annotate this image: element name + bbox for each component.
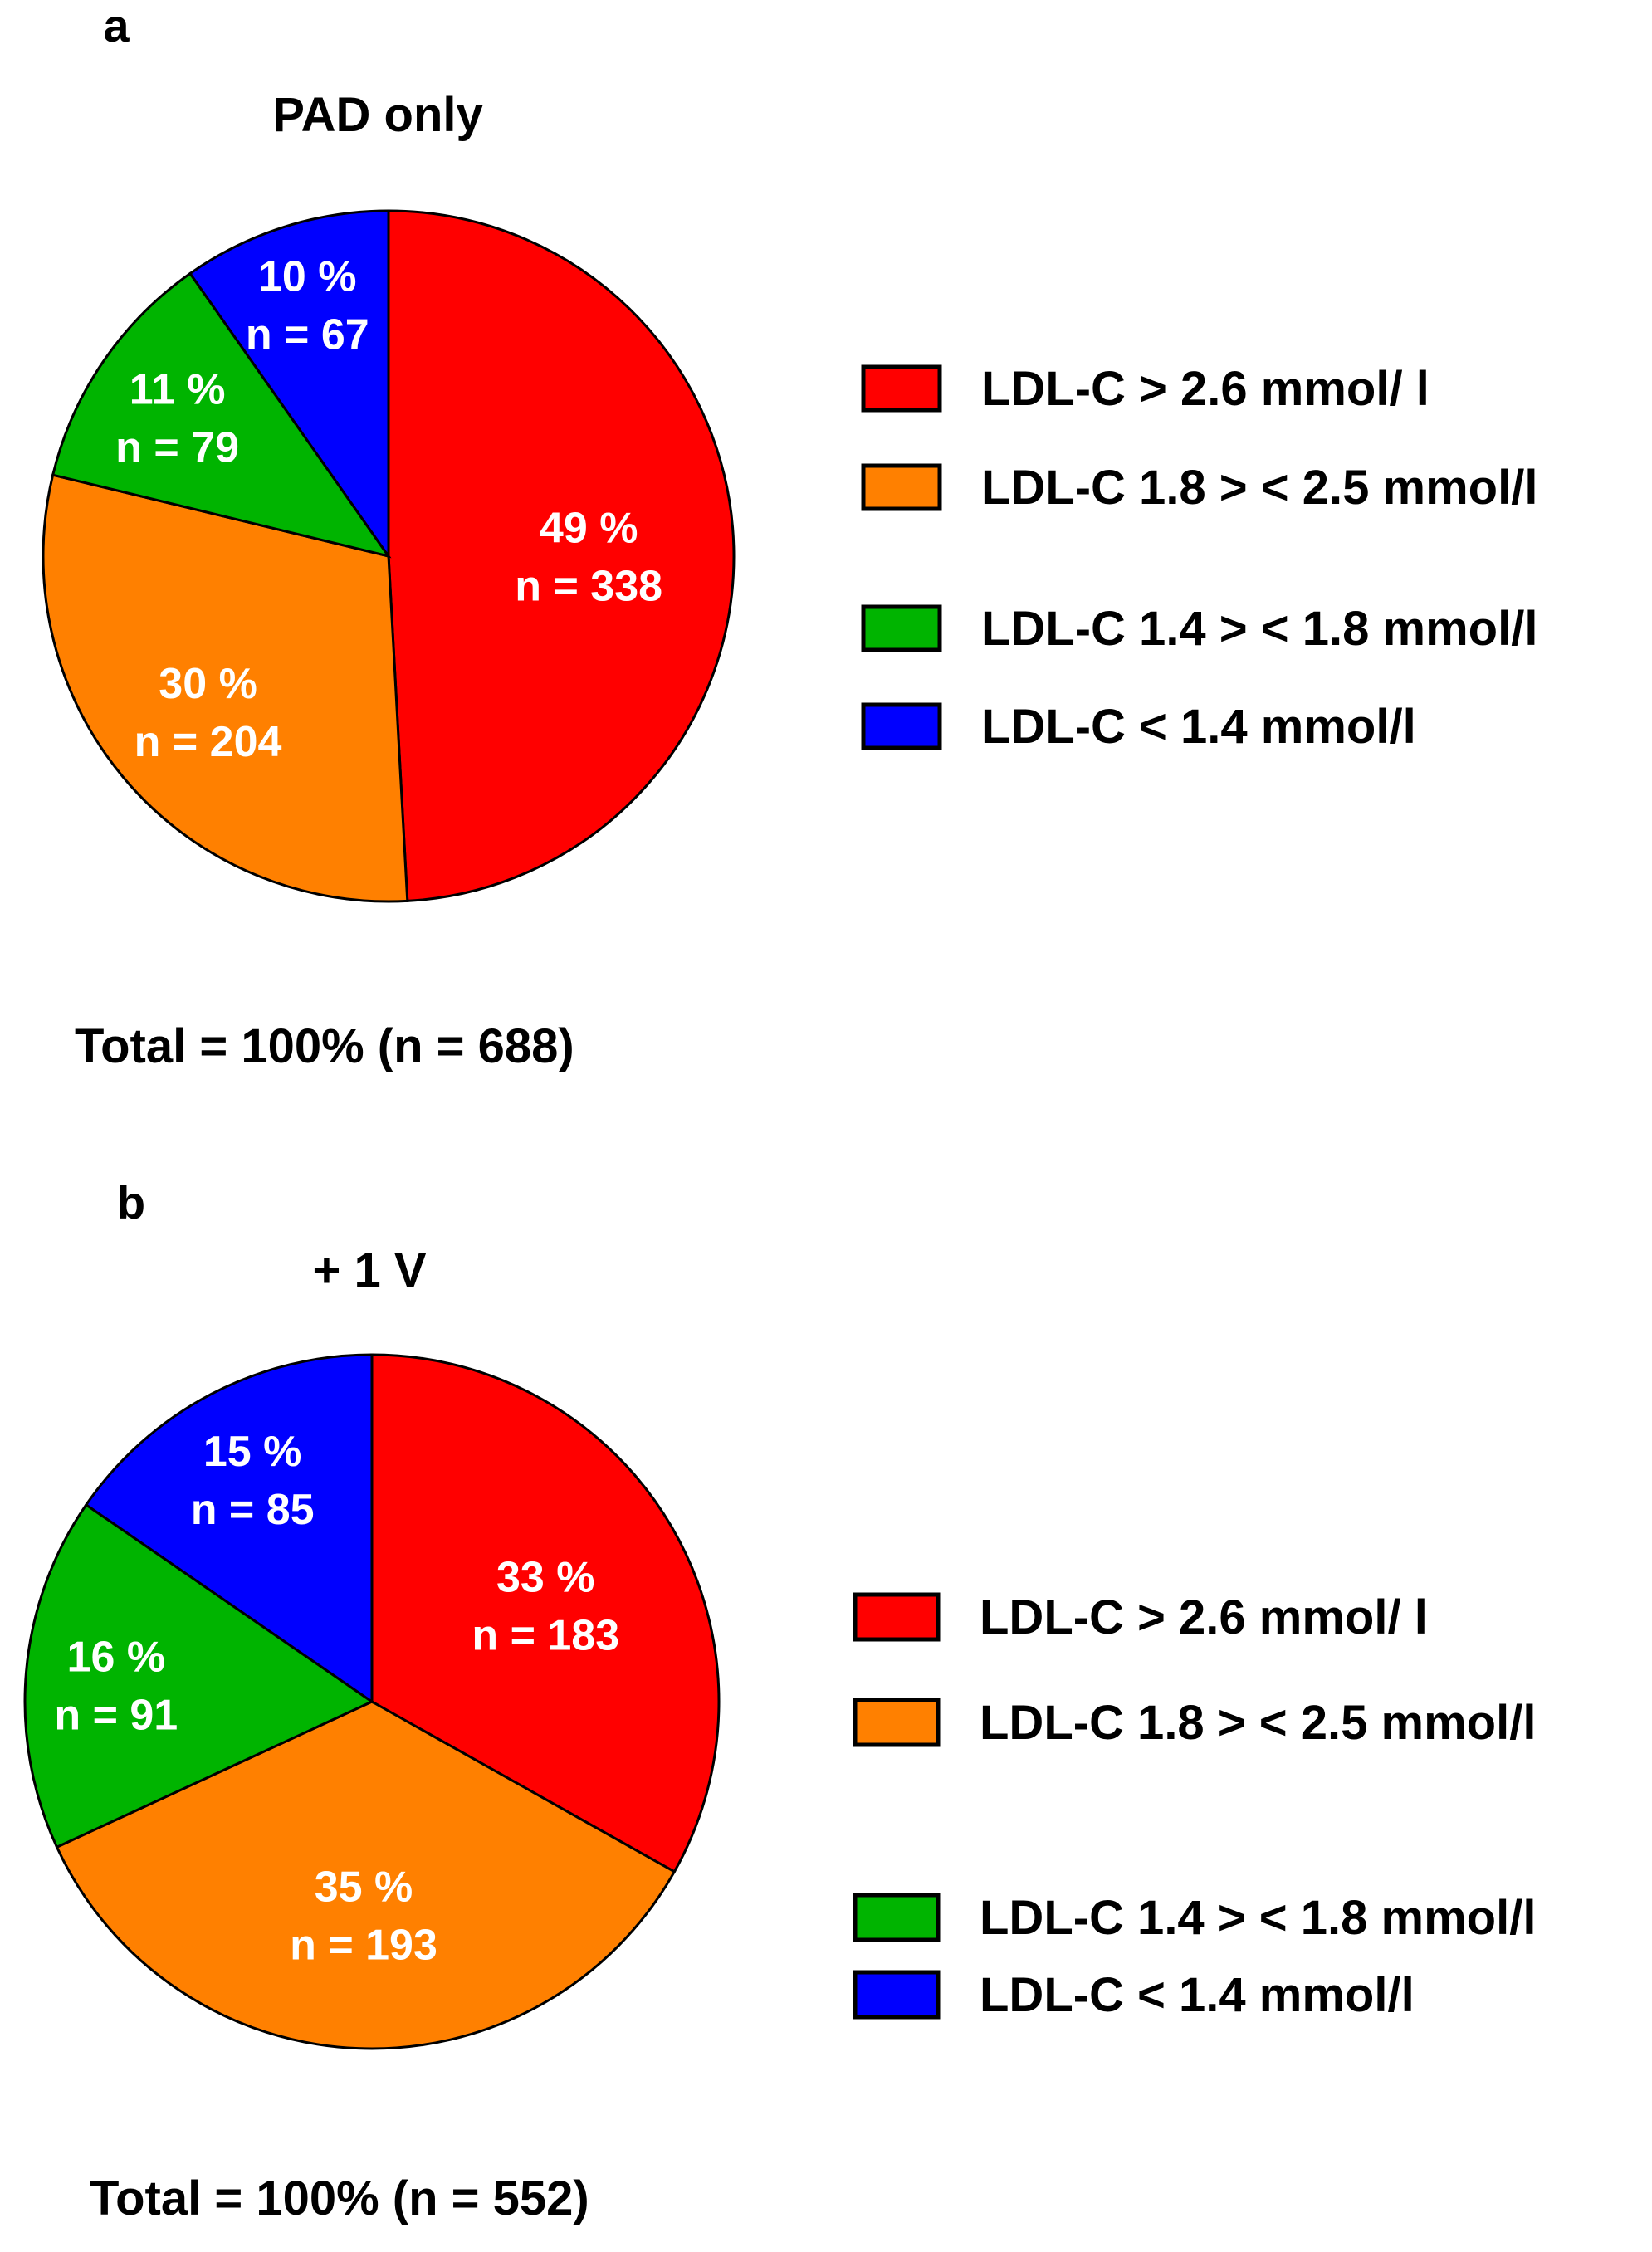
pie-a-slice-1-4-to-1-8: [51, 271, 392, 559]
pie-a-slice-lt-1-4-count: n = 67: [246, 311, 369, 359]
panel-b-label: b: [117, 1176, 145, 1229]
pie-a-slice-1-4-to-1-8-percent: 11 %: [130, 366, 226, 414]
pie-a-slice-lt-1-4-percent: 10 %: [258, 253, 357, 301]
panel-a: a PAD only 49 % n = 338 30 % n = 204 11 % n =…: [42, 0, 1537, 1073]
legend-a-label-gt-2-6: LDL-C > 2.6 mmol/ l: [981, 362, 1430, 416]
legend-b-swatch-1-8-to-2-5: [853, 1698, 941, 1747]
legend-a: LDL-C > 2.6 mmol/ l LDL-C 1.8 > < 2.5 mmo…: [861, 362, 1537, 754]
pie-b-slice-1-4-to-1-8: [23, 1502, 375, 1849]
panel-a-total: Total = 100% (n = 688): [75, 1019, 574, 1073]
pie-a-slice-lt-1-4: [188, 209, 390, 560]
pie-b-slice-1-8-to-2-5-percent: 35 %: [315, 1864, 413, 1912]
legend-b-label-1-4-to-1-8: LDL-C 1.4 > < 1.8 mmol/l: [980, 1891, 1536, 1945]
pie-b-slice-1-4-to-1-8-count: n = 91: [54, 1692, 178, 1740]
pie-a-slice-1-8-to-2-5: [42, 473, 409, 903]
pie-b-slice-lt-1-4-count: n = 85: [191, 1486, 315, 1534]
pie-b-slice-lt-1-4: [84, 1353, 374, 1704]
pie-a-slice-1-4-to-1-8-count: n = 79: [115, 424, 239, 472]
legend-a-swatch-gt-2-6: [861, 364, 942, 413]
pie-a: 49 % n = 338 30 % n = 204 11 % n = 79 10 % n = …: [42, 209, 736, 903]
panel-b-title: + 1 V: [312, 1243, 426, 1297]
pie-a-slice-gt-2-6-count: n = 338: [515, 562, 662, 610]
legend-a-label-1-8-to-2-5: LDL-C 1.8 > < 2.5 mmol/l: [981, 461, 1537, 515]
pie-b: 33 % n = 183 35 % n = 193 16 % n = 91 15 % n = …: [23, 1353, 721, 2050]
legend-a-swatch-1-4-to-1-8: [861, 604, 942, 652]
pie-b-slice-1-4-to-1-8-percent: 16 %: [67, 1634, 166, 1682]
pie-b-slice-1-8-to-2-5-count: n = 193: [290, 1922, 437, 1970]
pie-a-slice-1-8-to-2-5-count: n = 204: [134, 718, 282, 766]
legend-a-swatch-lt-1-4: [861, 702, 942, 750]
pie-b-slice-gt-2-6-count: n = 183: [472, 1612, 619, 1660]
legend-a-swatch-1-8-to-2-5: [861, 463, 942, 511]
legend-b-label-1-8-to-2-5: LDL-C 1.8 > < 2.5 mmol/l: [980, 1696, 1536, 1750]
panel-a-label: a: [103, 0, 130, 51]
legend-b-swatch-lt-1-4: [853, 1970, 941, 2020]
legend-a-label-lt-1-4: LDL-C < 1.4 mmol/l: [981, 700, 1416, 754]
panel-b-total: Total = 100% (n = 552): [90, 2171, 589, 2225]
pie-b-slice-1-8-to-2-5: [55, 1700, 677, 2050]
panel-a-title: PAD only: [272, 88, 483, 142]
legend-b-label-gt-2-6: LDL-C > 2.6 mmol/ l: [980, 1590, 1428, 1644]
pie-a-slice-1-8-to-2-5-percent: 30 %: [159, 660, 257, 708]
pie-b-slice-lt-1-4-percent: 15 %: [203, 1428, 302, 1476]
pie-a-slice-gt-2-6-percent: 49 %: [540, 504, 638, 552]
legend-b-swatch-1-4-to-1-8: [853, 1893, 941, 1942]
legend-b: LDL-C > 2.6 mmol/ l LDL-C 1.8 > < 2.5 mmo…: [853, 1590, 1536, 2022]
legend-b-swatch-gt-2-6: [853, 1592, 941, 1642]
pie-b-slice-gt-2-6-percent: 33 %: [496, 1554, 595, 1602]
legend-a-label-1-4-to-1-8: LDL-C 1.4 > < 1.8 mmol/l: [981, 602, 1537, 656]
panel-b: b + 1 V 33 % n = 183 35 % n = 193 16 % n = 91…: [23, 1176, 1536, 2225]
pie-a-slice-gt-2-6: [387, 209, 736, 902]
legend-b-label-lt-1-4: LDL-C < 1.4 mmol/l: [980, 1968, 1415, 2022]
pie-b-slice-gt-2-6: [370, 1353, 721, 1873]
